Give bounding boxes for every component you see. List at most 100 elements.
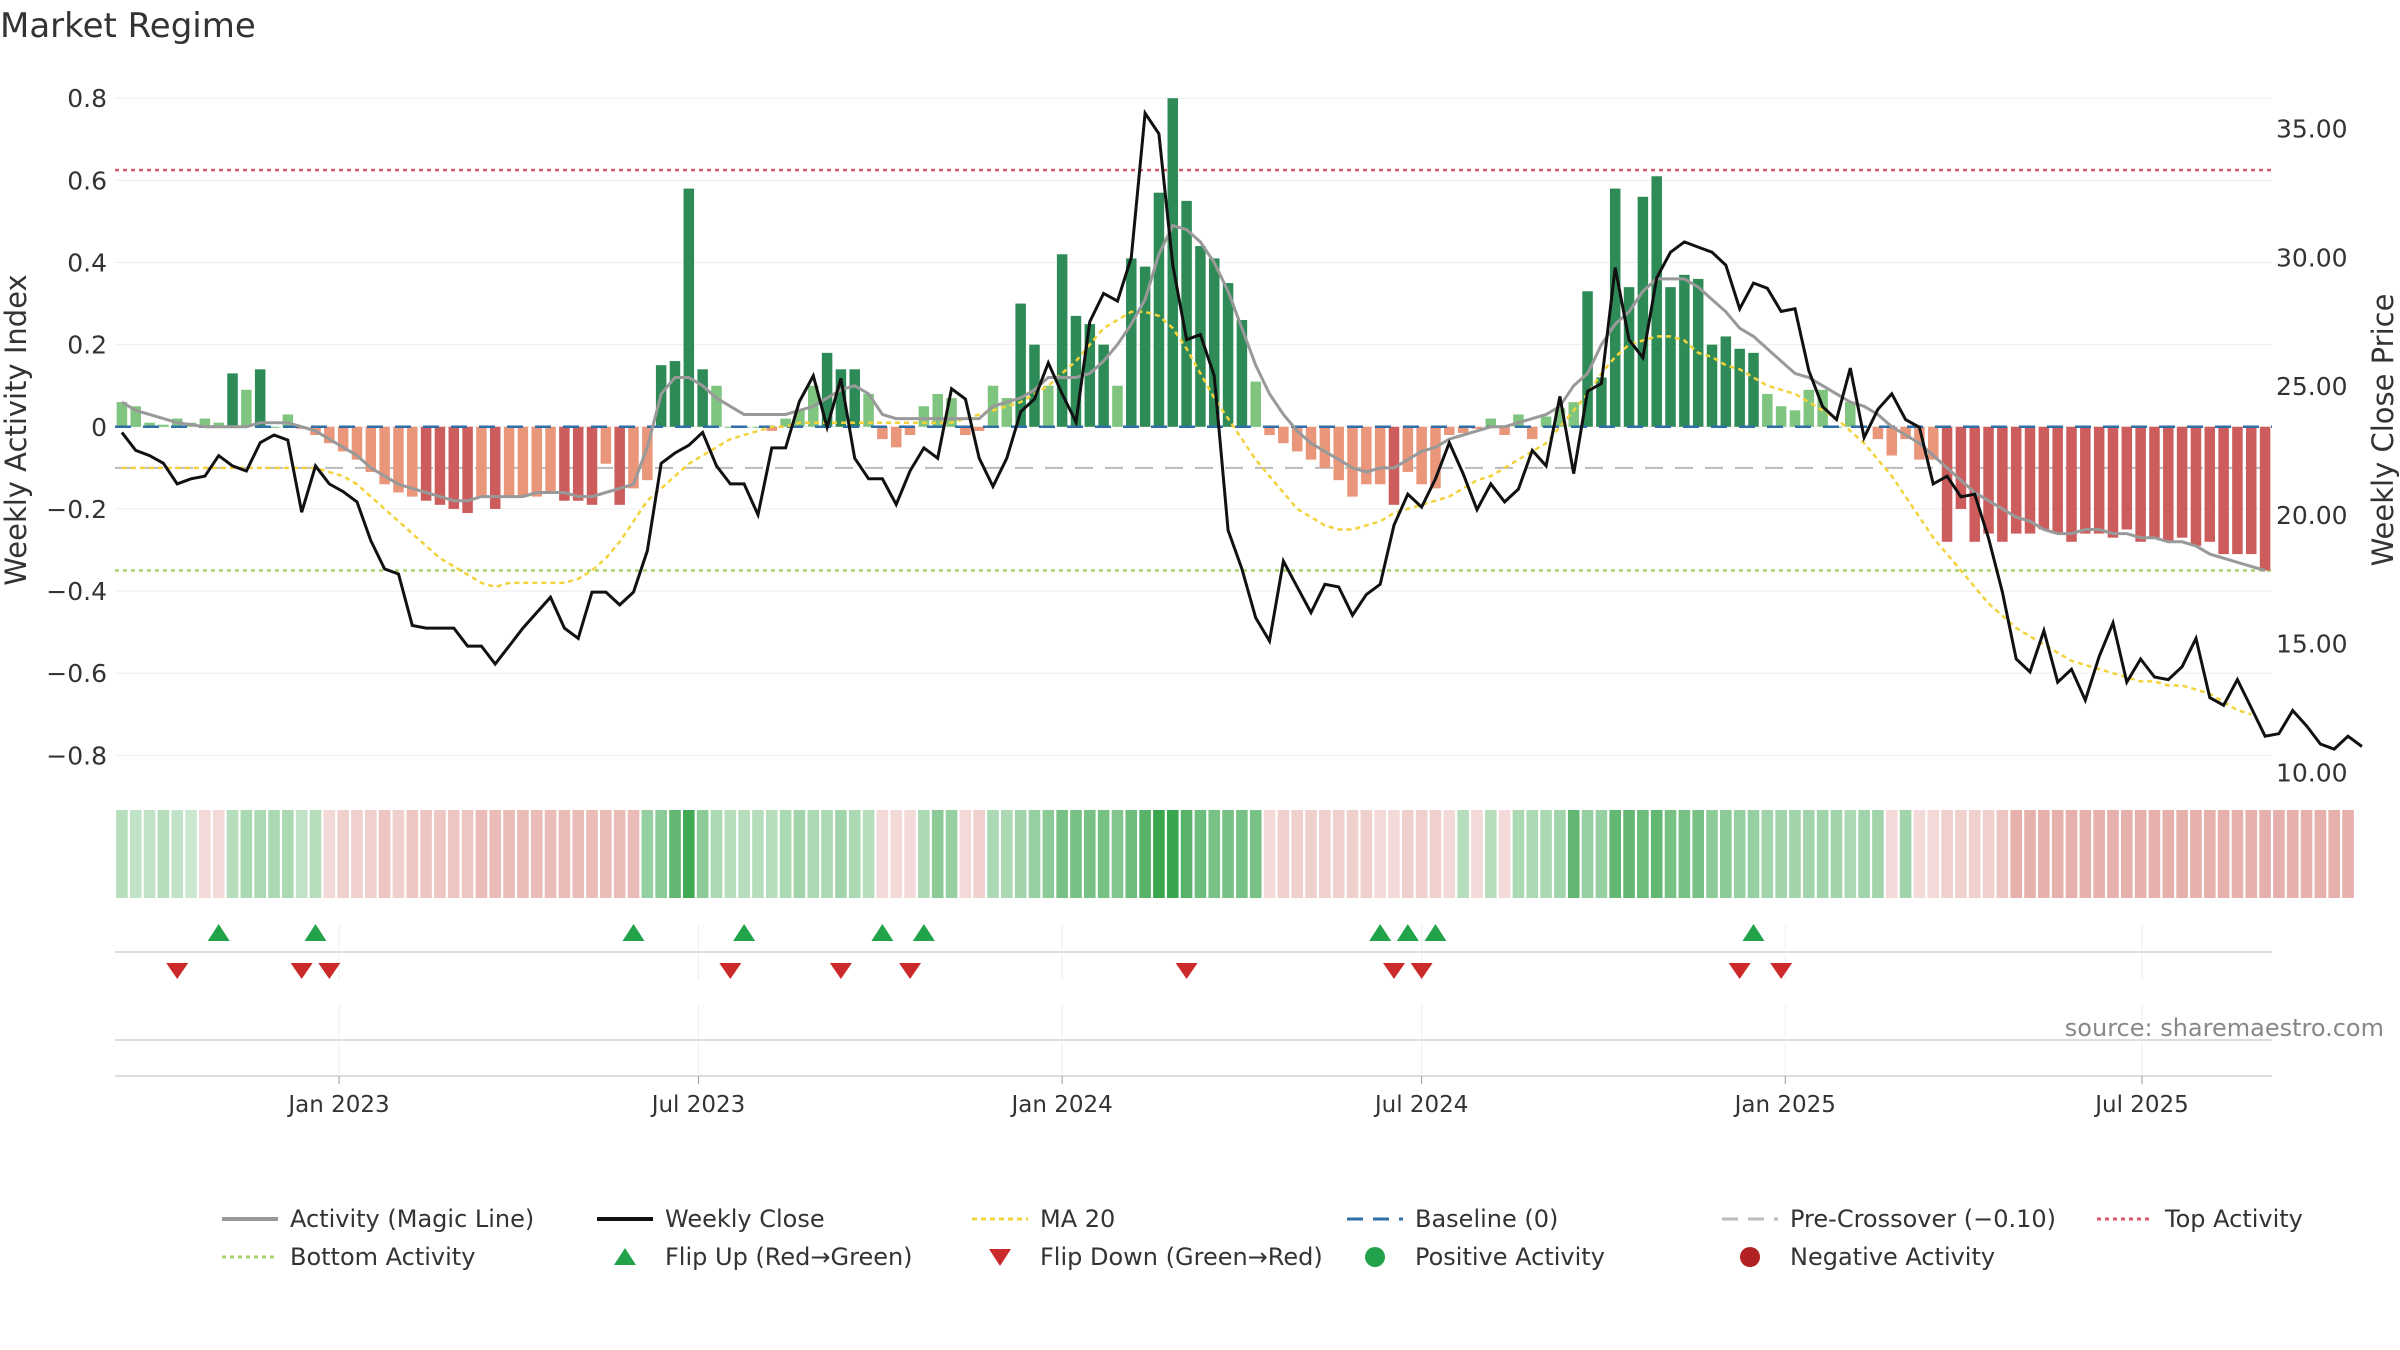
activity-bar [600,426,612,464]
heat-strip-cell [503,810,515,898]
heat-strip-cell [2273,810,2285,898]
heat-strip-cell [1816,810,1829,898]
activity-bar [2204,426,2216,542]
activity-bar [1900,426,1911,440]
heat-strip-cell [268,810,280,898]
activity-bar [1527,426,1538,440]
activity-bar [1361,426,1372,485]
activity-bar [669,361,681,427]
x-tick-label: Jan 2023 [286,1092,389,1118]
heat-strip-cell [876,810,889,898]
y-axis-label: Weekly Activity Index [0,274,33,585]
activity-bar [337,426,349,452]
activity-bar [821,352,833,427]
heat-strip-cell [669,810,681,898]
heat-strip-cell [1526,810,1539,898]
flip-down-marker [290,963,313,979]
activity-bar [227,373,238,427]
legend-swatch-top-activity [2095,1209,2155,1229]
heat-strip-cell [779,810,792,898]
heat-strip-cell [959,810,972,898]
legend-item-weekly-close: Weekly Close [595,1205,825,1233]
heat-strip-cell [2245,810,2258,898]
activity-bar [2052,426,2063,534]
activity-bar [2218,426,2229,555]
legend-label-negative-activity: Negative Activity [1790,1243,1996,1271]
flip-up-marker [304,924,327,941]
heat-strip-cell [1305,810,1317,898]
heat-strip-cell [1706,810,1718,898]
activity-magic-line [121,223,2266,572]
activity-bar [379,426,390,485]
heat-strip-cell [530,810,543,898]
heat-strip-cell [1471,810,1483,898]
heat-strip-cell [600,810,612,898]
activity-bar [1485,418,1497,427]
activity-bar [241,389,252,427]
activity-bar [1706,344,1718,427]
activity-bar [683,188,695,427]
heat-strip-cell [1858,810,1870,898]
heat-strip-cell [1761,810,1774,898]
heat-strip-cell [890,810,903,898]
legend-swatch-weekly-close [595,1209,655,1229]
activity-bar [448,426,460,509]
activity-bar [545,426,556,493]
flip-down-marker [899,963,922,979]
heat-strip-cell [2093,810,2105,898]
activity-bar [1609,188,1621,427]
heat-strip-cell [613,810,626,898]
heat-strip-cell [309,810,322,898]
heat-strip-cell [1388,810,1400,898]
heat-strip-cell [1899,810,1912,898]
activity-bar [1181,200,1192,427]
activity-bar [144,422,155,427]
heat-strip-cell [1208,810,1221,898]
legend-swatch-bottom-activity [220,1247,280,1267]
activity-bar [2176,426,2188,538]
activity-bar [1402,426,1414,472]
activity-bar [877,426,888,440]
activity-bar [1126,258,1137,427]
heat-strip-cell [641,810,654,898]
flip-up-marker [1369,924,1392,941]
activity-bar [282,414,294,427]
activity-bar [1236,320,1248,427]
flip-down-marker [829,963,852,979]
weekly-close-line [120,108,2363,751]
activity-bar [1153,192,1165,427]
activity-bar [890,426,902,448]
flip-down-marker [1728,963,1751,979]
flip-down-marker [318,963,341,979]
activity-bar [2038,426,2050,530]
heat-strip-cell [489,810,502,898]
activity-bar [1927,426,1939,460]
activity-bar [2246,426,2257,555]
heat-strip-cell [1443,810,1456,898]
activity-bar [1070,315,1082,427]
activity-bar [531,426,542,497]
activity-bar [1457,426,1469,433]
flip-down-marker [166,963,189,979]
legend-label-activity: Activity (Magic Line) [290,1205,535,1233]
heat-strip-cell [918,810,930,898]
activity-bar [932,393,943,427]
activity-bar [1886,426,1898,456]
activity-bar [586,426,598,505]
activity-bar [1540,416,1552,427]
grid [115,97,2272,756]
flip-down-marker [1175,963,1198,979]
x-tick-label: Jul 2023 [650,1092,746,1118]
heat-strip-cell [835,810,847,898]
heat-strip-cell [1830,810,1843,898]
y-tick-label: 0.6 [67,166,107,195]
heat-strip-cell [987,810,999,898]
activity-bar [1471,426,1483,429]
legend-item-flip-up: Flip Up (Red→Green) [595,1243,913,1271]
heat-strip-cell [254,810,266,898]
heat-strip-cell [378,810,391,898]
heat-strip-cell [1692,810,1704,898]
heat-strip-cell [185,810,197,898]
activity-bar [725,426,736,428]
activity-bar [1084,324,1096,427]
